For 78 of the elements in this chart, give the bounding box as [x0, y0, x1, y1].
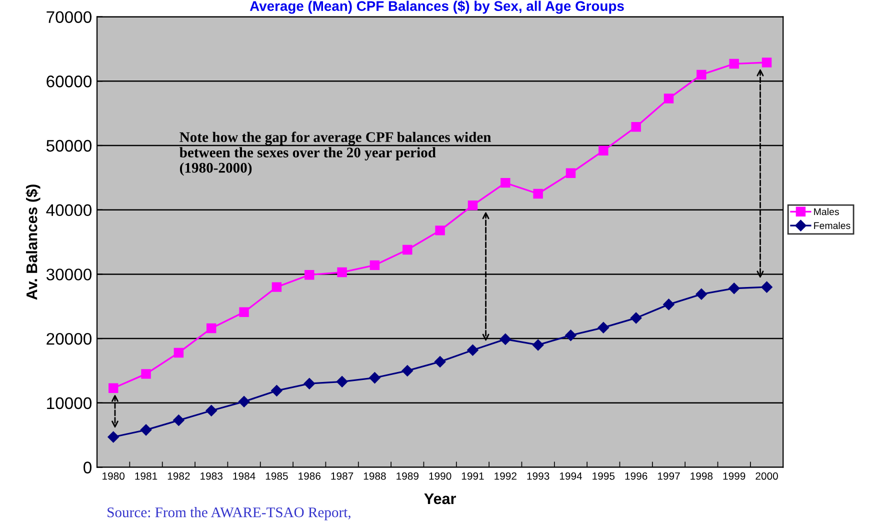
point [337, 267, 347, 278]
point [304, 378, 315, 390]
point [696, 288, 708, 300]
point [336, 376, 348, 388]
point [762, 58, 772, 68]
point [467, 344, 478, 356]
y-tick-label: 40000 [46, 204, 92, 216]
x-tick-label: 1994 [560, 472, 582, 480]
x-tick-label: 1986 [298, 472, 321, 480]
point [402, 365, 413, 376]
y-tick-label: 50000 [46, 140, 92, 152]
x-tick-label: 1985 [266, 472, 288, 480]
x-tick-label: 1981 [135, 472, 158, 480]
point [664, 94, 674, 104]
point [533, 188, 543, 199]
source-note: Source: From the AWARE-TSAO Report, [108, 507, 350, 520]
y-tick-label: 30000 [46, 268, 92, 280]
y-axis-title: Av. Balances ($) [26, 184, 40, 300]
x-tick-label: 1992 [494, 472, 516, 480]
legend-label: Males [814, 208, 839, 216]
point [173, 414, 184, 426]
x-tick-label: 1998 [690, 472, 713, 480]
point [369, 372, 380, 384]
x-tick-label: 1984 [233, 472, 256, 480]
x-tick-label: 1988 [364, 472, 386, 480]
point [271, 385, 282, 396]
chart-title: Average (Mean) CPF Balances ($) by Sex, all Age Groups [250, 0, 624, 14]
point [370, 260, 380, 270]
point [141, 369, 151, 379]
x-tick-label: 1987 [331, 472, 354, 480]
x-tick-label: 1993 [527, 472, 550, 480]
x-tick-label: 1989 [396, 472, 418, 480]
point [272, 282, 282, 292]
point [434, 356, 446, 368]
y-tick-label: 0 [84, 462, 92, 474]
point [238, 396, 250, 408]
point [565, 330, 576, 341]
y-tick-label: 20000 [46, 332, 92, 345]
point [761, 281, 772, 293]
x-tick-label: 1983 [200, 472, 222, 480]
point [500, 334, 512, 345]
x-tick-label: 1980 [102, 472, 125, 480]
point [140, 424, 152, 436]
x-axis-title: Year [424, 493, 456, 504]
y-tick-label: 70000 [46, 11, 92, 24]
x-tick-label: 2000 [756, 472, 778, 480]
x-tick-label: 1982 [168, 472, 190, 480]
point [108, 383, 118, 393]
point [435, 226, 445, 236]
x-tick-label: 1990 [429, 472, 452, 480]
annotation: Note how the gap for average CPF balances widen between the sexes over the 20 year period (1980-2000) [180, 132, 492, 176]
x-tick-label: 1997 [658, 472, 680, 480]
point [206, 323, 216, 334]
point [696, 70, 706, 80]
point [206, 405, 217, 416]
legend-label: Females [814, 222, 850, 230]
x-tick-label: 1996 [625, 472, 648, 480]
point [729, 58, 739, 69]
point [598, 322, 610, 334]
x-tick-label: 1991 [462, 472, 484, 480]
point [239, 307, 249, 318]
point [728, 282, 740, 294]
point [566, 168, 576, 178]
point [108, 431, 119, 443]
point [532, 339, 544, 351]
point [500, 178, 510, 188]
y-tick-label: 60000 [46, 76, 92, 88]
point [174, 348, 184, 358]
point [663, 298, 674, 310]
point [630, 312, 642, 324]
point [631, 122, 641, 132]
point [598, 146, 608, 156]
point [468, 200, 478, 210]
x-tick-label: 1999 [723, 472, 746, 480]
y-tick-label: 10000 [47, 397, 92, 410]
point [402, 244, 412, 255]
x-tick-label: 1995 [592, 472, 615, 480]
point [304, 270, 314, 280]
